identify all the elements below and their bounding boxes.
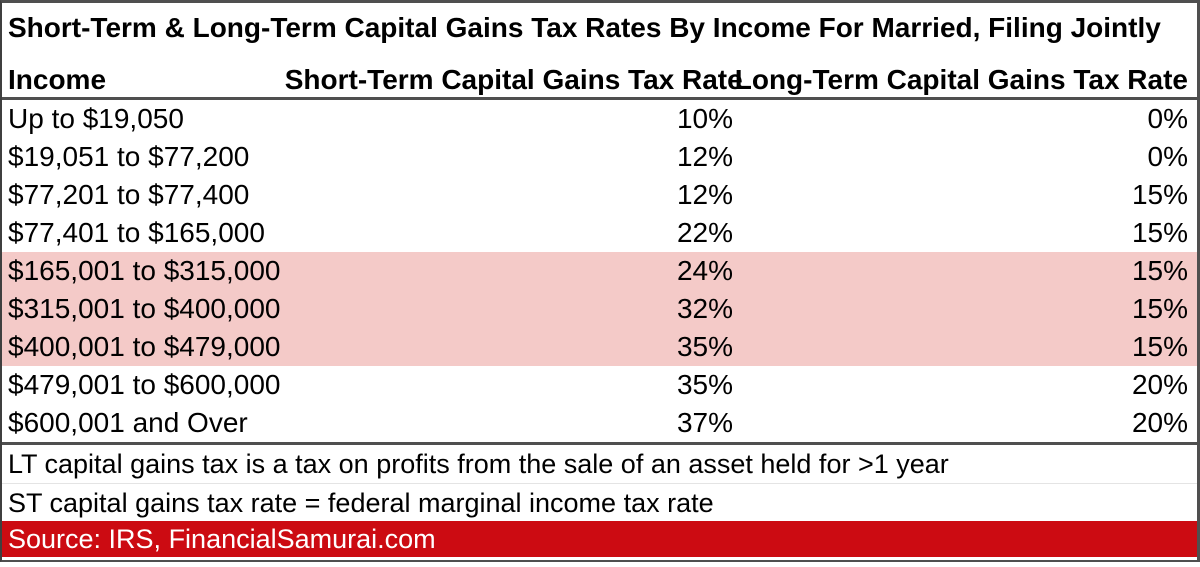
st-rate-cell: 12% <box>676 141 733 172</box>
table-row: $77,201 to $77,400 12% 15% <box>2 176 1197 214</box>
st-rate-cell: 12% <box>676 179 733 210</box>
income-cell: $400,001 to $479,000 <box>8 331 281 362</box>
footnote-lt-definition: LT capital gains tax is a tax on profits… <box>8 449 949 479</box>
table-row: $19,051 to $77,200 12% 0% <box>2 138 1197 176</box>
st-rate-cell: 32% <box>676 293 733 324</box>
income-cell: $19,051 to $77,200 <box>8 141 250 172</box>
lt-rate-cell: 15% <box>1131 217 1188 248</box>
footnote-st-definition: ST capital gains tax rate = federal marg… <box>2 483 1197 521</box>
table-row-highlighted: $165,001 to $315,000 24% 15% <box>2 252 1197 290</box>
lt-rate-cell: 15% <box>1131 293 1188 324</box>
table-row: Up to $19,050 10% 0% <box>2 100 1197 138</box>
income-cell: $600,001 and Over <box>8 407 248 438</box>
column-header-long-term-rate: Long-Term Capital Gains Tax Rate <box>734 64 1188 95</box>
income-cell: $315,001 to $400,000 <box>8 293 281 324</box>
st-rate-cell: 24% <box>676 255 733 286</box>
st-rate-cell: 10% <box>676 103 733 134</box>
st-rate-cell: 37% <box>676 407 733 438</box>
income-cell: $479,001 to $600,000 <box>8 369 281 400</box>
income-cell: $77,201 to $77,400 <box>8 179 250 210</box>
table-header-row: Income Short-Term Capital Gains Tax Rate… <box>2 63 1197 100</box>
table-row-highlighted: $315,001 to $400,000 32% 15% <box>2 290 1197 328</box>
table-row-highlighted: $400,001 to $479,000 35% 15% <box>2 328 1197 366</box>
column-header-short-term-rate: Short-Term Capital Gains Tax Rate <box>284 64 743 95</box>
table-title: Short-Term & Long-Term Capital Gains Tax… <box>8 12 1161 43</box>
lt-rate-cell: 15% <box>1131 179 1188 210</box>
income-cell: $165,001 to $315,000 <box>8 255 281 286</box>
lt-rate-cell: 20% <box>1131 369 1188 400</box>
income-cell: $77,401 to $165,000 <box>8 217 265 248</box>
table-body: Up to $19,050 10% 0% $19,051 to $77,200 … <box>2 100 1197 445</box>
st-rate-cell: 22% <box>676 217 733 248</box>
lt-rate-cell: 15% <box>1131 331 1188 362</box>
source-text: Source: IRS, FinancialSamurai.com <box>8 524 436 554</box>
lt-rate-cell: 0% <box>1147 141 1188 172</box>
st-rate-cell: 35% <box>676 369 733 400</box>
table-row: $600,001 and Over 37% 20% <box>2 404 1197 442</box>
column-header-income: Income <box>8 64 107 95</box>
table-row: $479,001 to $600,000 35% 20% <box>2 366 1197 404</box>
source-bar: Source: IRS, FinancialSamurai.com <box>2 521 1197 557</box>
lt-rate-cell: 20% <box>1131 407 1188 438</box>
income-cell: Up to $19,050 <box>8 103 184 134</box>
lt-rate-cell: 0% <box>1147 103 1188 134</box>
lt-rate-cell: 15% <box>1131 255 1188 286</box>
table-row: $77,401 to $165,000 22% 15% <box>2 214 1197 252</box>
st-rate-cell: 35% <box>676 331 733 362</box>
